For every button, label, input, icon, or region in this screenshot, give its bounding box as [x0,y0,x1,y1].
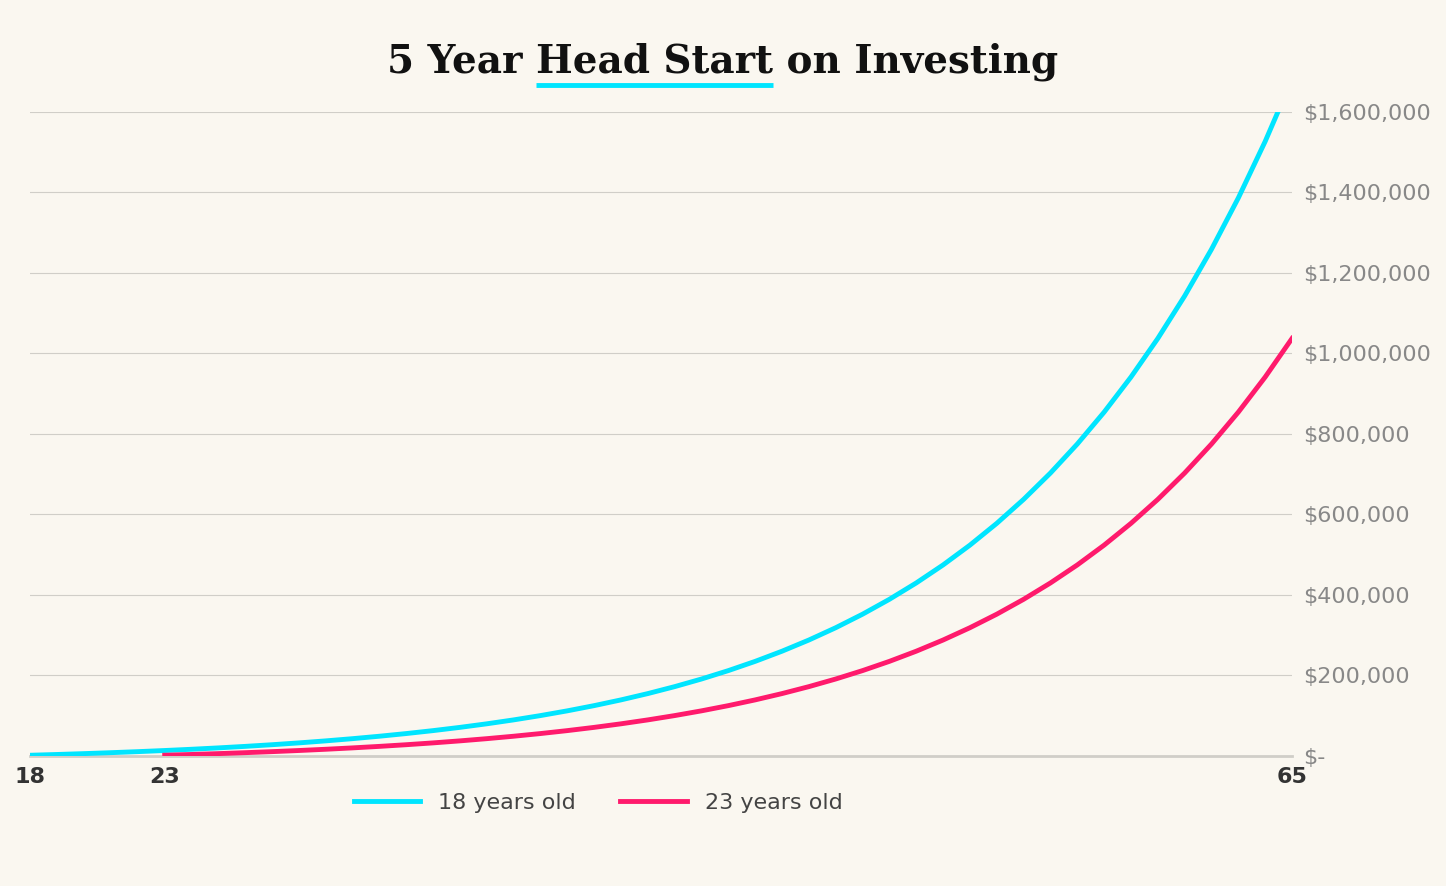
Text: 5 Year Head Start on Investing: 5 Year Head Start on Investing [388,43,1058,82]
Legend: 18 years old, 23 years old: 18 years old, 23 years old [346,784,852,822]
